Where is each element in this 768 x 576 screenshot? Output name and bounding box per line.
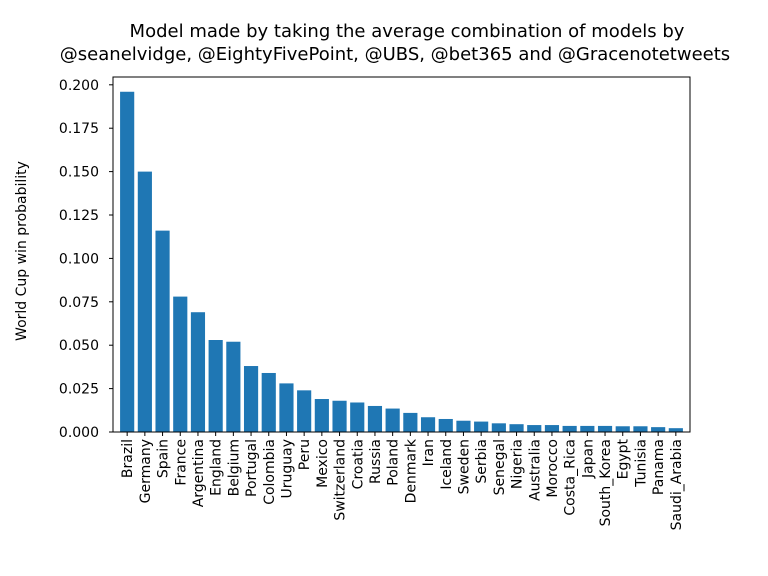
y-tick-label: 0.075 bbox=[59, 295, 99, 311]
x-tick-label: Japan bbox=[580, 439, 596, 479]
x-tick-label: Nigeria bbox=[510, 439, 526, 489]
bar-argentina bbox=[190, 312, 206, 432]
y-tick-label: 0.175 bbox=[59, 121, 99, 137]
x-tick-label: Russia bbox=[368, 439, 384, 484]
x-tick-label: England bbox=[209, 439, 225, 496]
bar-nigeria bbox=[509, 424, 524, 432]
bar-morocco bbox=[544, 425, 560, 432]
bar-denmark bbox=[403, 412, 418, 432]
y-tick-label: 0.000 bbox=[59, 425, 99, 441]
bar-poland bbox=[385, 408, 400, 432]
x-tick-label: Costa_Rica bbox=[563, 439, 579, 516]
x-tick-label: Uruguay bbox=[279, 439, 295, 499]
x-tick-label: Morocco bbox=[545, 439, 561, 498]
chart-title-line-2: @seanelvidge, @EightyFivePoint, @UBS, @b… bbox=[60, 44, 730, 65]
x-tick-label: Tunisia bbox=[633, 439, 649, 488]
bar-iran bbox=[420, 417, 436, 432]
bar-france bbox=[173, 296, 188, 432]
x-tick-label: Mexico bbox=[315, 439, 331, 488]
x-tick-label: Colombia bbox=[262, 439, 278, 505]
bar-switzerland bbox=[332, 400, 347, 432]
x-tick-label: Saudi_Arabia bbox=[669, 439, 685, 530]
bar-peru bbox=[297, 390, 312, 432]
x-tick-label: Switzerland bbox=[333, 439, 349, 521]
x-tick-label: Belgium bbox=[226, 439, 242, 496]
x-tick-label: Senegal bbox=[492, 439, 508, 495]
chart-title-line-1: Model made by taking the average combina… bbox=[130, 21, 685, 42]
x-tick-label: Denmark bbox=[403, 438, 419, 503]
bar-senegal bbox=[491, 423, 506, 432]
bar-spain bbox=[155, 230, 170, 432]
x-tick-label: France bbox=[173, 439, 189, 486]
bar-egypt bbox=[615, 426, 630, 432]
x-tick-label: Australia bbox=[527, 439, 543, 501]
y-tick-label: 0.025 bbox=[59, 382, 99, 398]
bar-mexico bbox=[314, 399, 329, 432]
x-tick-label: Peru bbox=[297, 439, 313, 470]
x-tick-label: Brazil bbox=[120, 439, 136, 478]
bar-belgium bbox=[226, 341, 241, 432]
bar-japan bbox=[580, 425, 595, 432]
y-tick-label: 0.050 bbox=[59, 338, 99, 354]
y-axis: 0.000 0.025 0.050 0.075 0.100 0.125 0.150 0.175… bbox=[59, 78, 113, 441]
bar-south-korea bbox=[597, 425, 613, 432]
x-tick-label: Serbia bbox=[474, 439, 490, 484]
x-tick-label: Spain bbox=[156, 439, 172, 478]
x-tick-label: South_Korea bbox=[598, 439, 614, 526]
bar-portugal bbox=[243, 366, 259, 432]
plot-frame bbox=[112, 76, 691, 433]
bar-germany bbox=[137, 171, 152, 433]
y-tick-label: 0.150 bbox=[59, 165, 99, 181]
bar-australia bbox=[527, 425, 542, 432]
bar-iceland bbox=[438, 418, 453, 432]
bar-tunisia bbox=[633, 426, 648, 432]
bar-colombia bbox=[261, 372, 276, 432]
bars-group bbox=[120, 91, 683, 433]
x-tick-label: Poland bbox=[386, 439, 402, 486]
x-tick-label: Iran bbox=[421, 439, 437, 466]
y-axis-label: World Cup win probability bbox=[14, 161, 30, 341]
bar-saudi-arabia bbox=[668, 428, 683, 432]
x-tick-label: Panama bbox=[651, 439, 667, 495]
y-tick-label: 0.200 bbox=[59, 78, 99, 94]
bar-russia bbox=[367, 405, 383, 432]
x-tick-label: Argentina bbox=[191, 439, 207, 507]
x-tick-label: Croatia bbox=[350, 439, 366, 489]
bar-croatia bbox=[350, 402, 365, 432]
x-tick-label: Sweden bbox=[456, 439, 472, 494]
x-tick-label: Iceland bbox=[439, 439, 455, 490]
bar-brazil bbox=[120, 91, 135, 432]
y-tick-label: 0.100 bbox=[59, 251, 99, 267]
bar-panama bbox=[651, 427, 666, 432]
x-tick-label: Egypt bbox=[616, 439, 632, 480]
bar-costa-rica bbox=[562, 425, 577, 432]
bar-uruguay bbox=[279, 383, 294, 432]
bar-sweden bbox=[456, 420, 471, 432]
bar-serbia bbox=[474, 421, 489, 432]
bar-england bbox=[208, 340, 223, 432]
y-tick-label: 0.125 bbox=[59, 208, 99, 224]
x-axis: Brazil Germany Spain France Argentina England… bbox=[120, 432, 685, 530]
x-tick-label: Germany bbox=[138, 439, 154, 503]
x-tick-label: Portugal bbox=[244, 439, 260, 497]
